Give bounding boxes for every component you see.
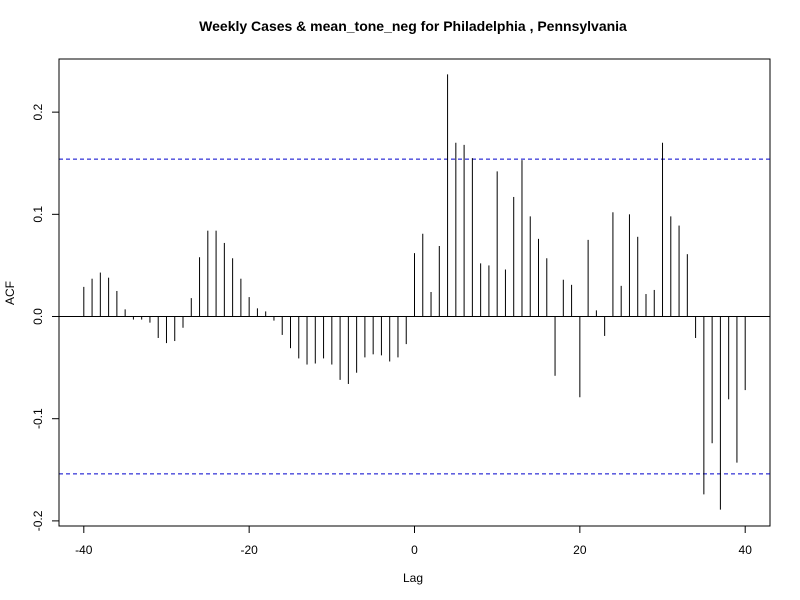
- x-axis: -40 -20 0 20 40: [75, 525, 753, 557]
- y-tick-label: 0.1: [31, 206, 45, 223]
- x-tick-label: -40: [75, 543, 93, 557]
- y-tick-label: 0.2: [31, 103, 45, 120]
- x-tick-label: -20: [240, 543, 258, 557]
- y-axis-label: ACF: [3, 281, 17, 305]
- chart-title: Weekly Cases & mean_tone_neg for Philade…: [199, 18, 627, 34]
- x-tick-label: 20: [573, 543, 587, 557]
- y-axis: -0.2 -0.1 0.0 0.1 0.2: [31, 103, 60, 531]
- y-tick-label: -0.1: [31, 408, 45, 429]
- x-tick-label: 40: [739, 543, 753, 557]
- x-axis-label: Lag: [403, 571, 423, 585]
- y-tick-label: -0.2: [31, 510, 45, 531]
- acf-bars: [83, 74, 746, 510]
- x-tick-label: 0: [411, 543, 418, 557]
- y-tick-label: 0.0: [31, 308, 45, 325]
